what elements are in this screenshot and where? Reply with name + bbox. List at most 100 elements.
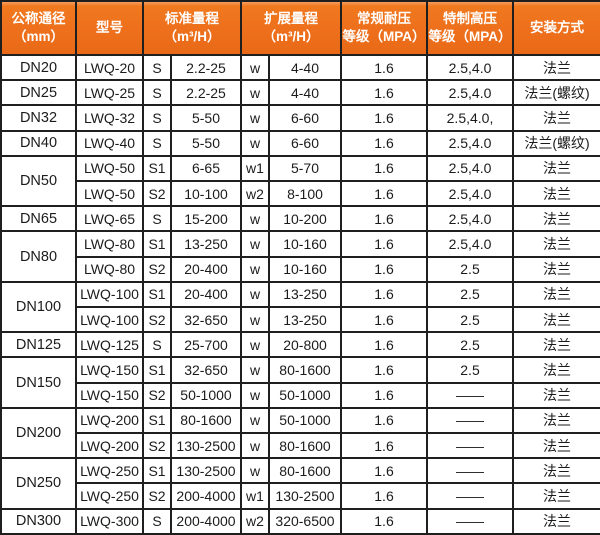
- dn-cell: DN25: [0, 79, 77, 107]
- install-cell: 法兰: [512, 53, 600, 82]
- install-cell: 法兰: [512, 457, 600, 485]
- high-pressure-cell: 2.5: [426, 255, 514, 283]
- model-cell: LWQ-25: [75, 79, 144, 107]
- high-pressure-cell: ——: [426, 381, 514, 409]
- header-regular-pressure: 常规耐压 等级（MPA）: [340, 0, 428, 56]
- header-model: 型号: [75, 0, 144, 56]
- std-code-cell: S: [142, 79, 172, 107]
- regular-pressure-cell: 1.6: [340, 154, 428, 183]
- std-code-cell: S1: [142, 457, 172, 485]
- install-cell: 法兰: [512, 331, 600, 359]
- table-row: DN20 LWQ-20 S 2.2-25 w 4-40 1.6 2.5,4.0 …: [0, 53, 600, 82]
- std-range-cell: 32-650: [170, 356, 242, 384]
- regular-pressure-cell: 1.6: [340, 79, 428, 107]
- table-row: LWQ-100 S2 32-650 w 13-250 1.6 2.5 法兰: [1, 306, 600, 334]
- table-body: DN20 LWQ-20 S 2.2-25 w 4-40 1.6 2.5,4.0 …: [0, 53, 600, 535]
- std-range-cell: 50-1000: [170, 381, 242, 409]
- model-cell: LWQ-300: [75, 507, 144, 535]
- ext-code-cell: w: [240, 406, 270, 435]
- model-cell: LWQ-250: [75, 457, 144, 485]
- table-header: 公称通径 （mm） 型号 标准量程 （m³/H） 扩展量程 （m³/H） 常规耐…: [0, 0, 600, 56]
- header-standard-range-line2: （m³/H）: [163, 29, 221, 44]
- table-row: DN65 LWQ-65 S 15-200 w 10-200 1.6 2.5,4.…: [0, 205, 600, 233]
- ext-code-cell: w: [240, 230, 270, 258]
- high-pressure-cell: 2.5,4.0,: [426, 104, 514, 132]
- std-range-cell: 20-400: [170, 280, 242, 309]
- std-code-cell: S2: [142, 180, 172, 208]
- std-range-cell: 6-65: [170, 154, 242, 183]
- header-extended-range: 扩展量程 （m³/H）: [240, 0, 342, 56]
- regular-pressure-cell: 1.6: [340, 356, 428, 384]
- dn-cell: DN200: [0, 406, 77, 460]
- ext-range-cell: 4-40: [268, 53, 342, 82]
- table-row: LWQ-80 S2 20-400 w 10-160 1.6 2.5 法兰: [1, 255, 600, 283]
- ext-code-cell: w: [240, 104, 270, 132]
- ext-range-cell: 320-6500: [268, 507, 342, 535]
- header-regular-pressure-line2: 等级（MPA）: [342, 29, 426, 44]
- std-range-cell: 32-650: [170, 306, 242, 334]
- high-pressure-cell: ——: [426, 507, 514, 535]
- ext-code-cell: w: [240, 457, 270, 485]
- model-cell: LWQ-40: [75, 129, 144, 157]
- ext-range-cell: 6-60: [268, 129, 342, 157]
- table-row: DN300 LWQ-300 S 200-4000 w2 320-6500 1.6…: [0, 507, 600, 535]
- high-pressure-cell: 2.5: [426, 331, 514, 359]
- std-code-cell: S2: [142, 432, 172, 460]
- regular-pressure-cell: 1.6: [340, 457, 428, 485]
- table-row: DN150 LWQ-150 S1 32-650 w 80-1600 1.6 2.…: [0, 356, 600, 409]
- model-cell: LWQ-200: [75, 406, 144, 435]
- ext-range-cell: 13-250: [268, 306, 342, 334]
- ext-range-cell: 20-800: [268, 331, 342, 359]
- std-range-cell: 2.2-25: [170, 53, 242, 82]
- model-cell: LWQ-50: [75, 154, 144, 183]
- std-code-cell: S2: [142, 255, 172, 283]
- regular-pressure-cell: 1.6: [340, 306, 428, 334]
- ext-range-cell: 80-1600: [268, 457, 342, 485]
- dn-cell: DN300: [0, 507, 77, 535]
- ext-range-cell: 10-160: [268, 255, 342, 283]
- std-code-cell: S1: [142, 154, 172, 183]
- ext-code-cell: w2: [240, 180, 270, 208]
- dn-cell: DN100: [0, 280, 77, 334]
- regular-pressure-cell: 1.6: [340, 180, 428, 208]
- ext-code-cell: w: [240, 53, 270, 82]
- high-pressure-cell: 2.5,4.0: [426, 79, 514, 107]
- regular-pressure-cell: 1.6: [340, 104, 428, 132]
- ext-range-cell: 8-100: [268, 180, 342, 208]
- model-cell: LWQ-250: [75, 482, 144, 510]
- std-code-cell: S: [142, 205, 172, 233]
- regular-pressure-cell: 1.6: [340, 406, 428, 435]
- header-nominal-diameter-line2: （mm）: [12, 29, 64, 44]
- table-row: DN80 LWQ-80 S1 13-250 w 10-160 1.6 2.5,4…: [0, 230, 600, 283]
- install-cell: 法兰: [512, 381, 600, 409]
- install-cell: 法兰: [512, 356, 600, 384]
- table-row: DN32 LWQ-32 S 5-50 w 6-60 1.6 2.5,4.0, 法…: [0, 104, 600, 132]
- high-pressure-cell: 2.5,4.0: [426, 180, 514, 208]
- header-regular-pressure-line1: 常规耐压: [357, 10, 411, 26]
- regular-pressure-cell: 1.6: [340, 432, 428, 460]
- install-cell: 法兰: [512, 205, 600, 233]
- install-cell: 法兰: [512, 482, 600, 510]
- install-cell: 法兰: [512, 104, 600, 132]
- ext-code-cell: w: [240, 280, 270, 309]
- high-pressure-cell: ——: [426, 457, 514, 485]
- regular-pressure-cell: 1.6: [340, 129, 428, 157]
- table-row: LWQ-50 S2 10-100 w2 8-100 1.6 2.5,4.0 法兰: [1, 180, 600, 208]
- ext-code-cell: w: [240, 381, 270, 409]
- ext-code-cell: w: [240, 205, 270, 233]
- std-range-cell: 5-50: [170, 129, 242, 157]
- std-range-cell: 20-400: [170, 255, 242, 283]
- high-pressure-cell: 2.5: [426, 280, 514, 309]
- header-standard-range: 标准量程 （m³/H）: [142, 0, 242, 56]
- model-cell: LWQ-20: [75, 53, 144, 82]
- regular-pressure-cell: 1.6: [340, 507, 428, 535]
- high-pressure-cell: 2.5: [426, 306, 514, 334]
- regular-pressure-cell: 1.6: [340, 381, 428, 409]
- dn-cell: DN65: [0, 205, 77, 233]
- install-cell: 法兰: [512, 154, 600, 183]
- install-cell: 法兰: [512, 255, 600, 283]
- table-row: DN50 LWQ-50 S1 6-65 w1 5-70 1.6 2.5,4.0 …: [0, 154, 600, 208]
- regular-pressure-cell: 1.6: [340, 255, 428, 283]
- ext-range-cell: 4-40: [268, 79, 342, 107]
- ext-range-cell: 5-70: [268, 154, 342, 183]
